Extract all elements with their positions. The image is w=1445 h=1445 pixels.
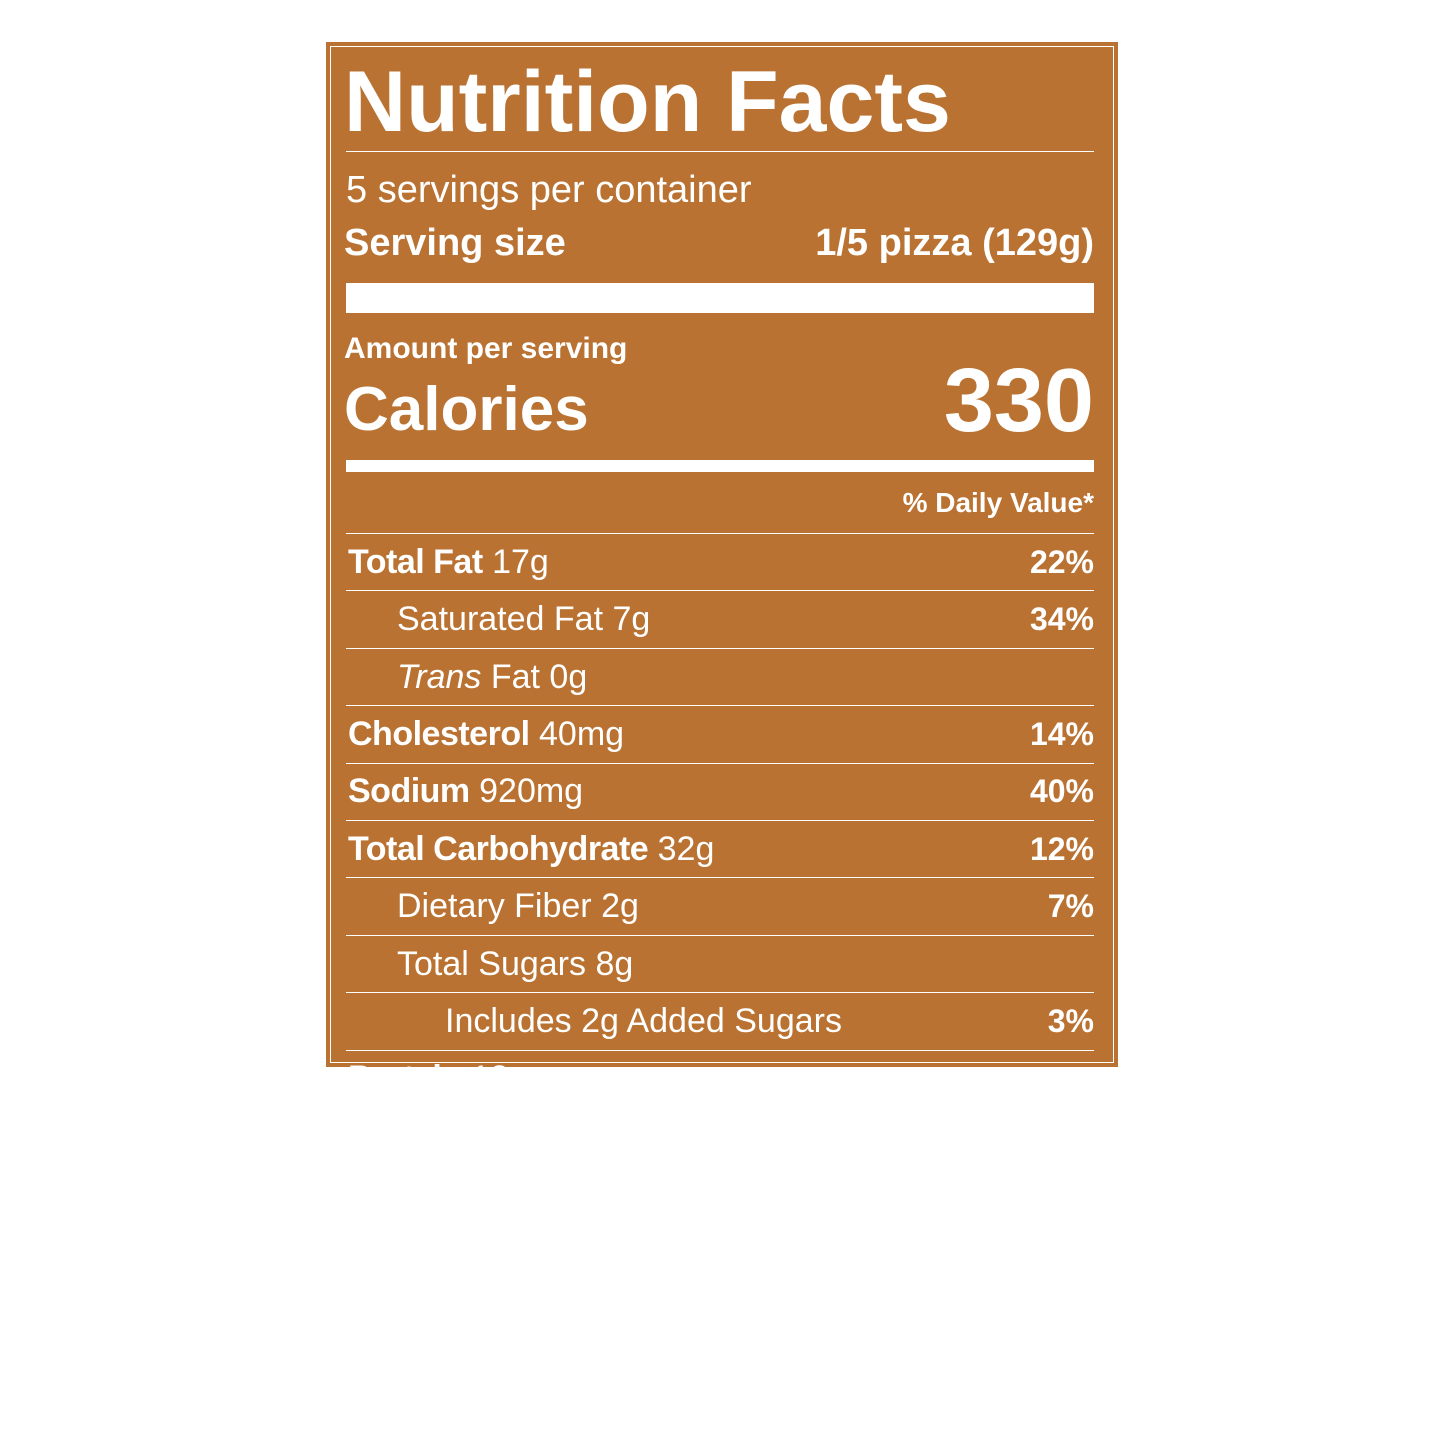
rule [346,992,1094,994]
rule [346,151,1094,152]
nutrient-row: Total Sugars 8g [397,947,633,981]
calories-label: Calories [344,375,589,444]
medium-bar [346,460,1094,472]
nutrient-name: Total Carbohydrate [348,829,649,868]
nutrient-amount: 17g [492,542,549,581]
footnote-line: * The % Daily Value tells you how much a… [343,1255,965,1285]
bullet: • [684,1214,695,1247]
footnote-line: serving of food contributes to a daily d… [362,1289,1004,1319]
daily-value: 12% [1029,830,1094,867]
vitamin: Potassium 220mg 4% [763,1212,1094,1250]
nutrient-name: Cholesterol [348,714,530,753]
thick-bar [346,1115,1094,1145]
rule [346,1260,1094,1264]
nutrient-row: Cholesterol 40mg [348,717,624,751]
nutrient-name: Total Sugars [397,944,586,983]
nutrient-row: Saturated Fat 7g [397,602,650,636]
nutrient-row: Dietary Fiber 2g [397,889,639,923]
daily-value: 7% [1047,888,1094,925]
rule [346,533,1094,534]
bullet: • [684,1156,695,1189]
serving-size-value: 1/5 pizza (129g) [815,222,1094,264]
nutrient-name: Saturated Fat [397,600,604,639]
thick-bar [346,283,1094,313]
daily-value-header: % Daily Value* [902,487,1094,518]
serving-size-label: Serving size [344,222,566,264]
daily-value: 22% [1029,543,1094,580]
nutrient-row: Total Fat 17g [348,545,549,579]
nutrient-row: Trans Fat 0g [397,660,587,694]
nutrient-amount: 32g [657,829,715,868]
rule [346,590,1094,592]
nutrient-row: Total Carbohydrate 32g [348,832,714,866]
calories-value: 330 [943,351,1094,451]
footnote-line: a day is used for general nutrition advi… [362,1323,837,1353]
nutrient-name: Protein [348,1059,462,1098]
daily-value: 3% [1047,1002,1094,1039]
nutrient-name-italic: Trans [397,657,482,696]
rule [346,820,1094,821]
servings: 5 servings per container [346,169,752,211]
nutrient-amount: 13g [471,1059,528,1098]
rule [346,647,1094,649]
nutrient-row: Protein 13g [348,1061,528,1095]
rule [346,877,1094,879]
nutrient-amount: 2g [601,887,639,926]
vitamin: Iron 2.1mg 10% [348,1212,589,1250]
rule [346,1049,1094,1051]
rule [346,762,1094,764]
daily-value: 34% [1029,601,1094,638]
title: Nutrition Facts [344,54,951,150]
nutrient-row: Includes 2g Added Sugars [445,1004,842,1038]
daily-value: 40% [1029,773,1094,810]
nutrient-amount: 40mg [539,714,625,753]
nutrient-name: Fat [490,657,540,696]
nutrient-amount: 7g [612,600,651,639]
nutrient-row: Sodium 920mg [348,774,583,808]
nutrient-name: Includes 2g Added Sugars [445,1001,842,1040]
nutrient-amount: 920mg [479,772,584,811]
daily-value: 14% [1029,715,1094,752]
nutrient-name: Total Fat [348,542,483,581]
rule [346,705,1094,707]
nutrient-amount: 8g [595,944,634,983]
vitamin: Calcium 250mg 20% [780,1154,1094,1192]
nutrient-name: Dietary Fiber [397,887,592,926]
nutrient-amount: 0g [549,657,588,696]
nutrition-label: Nutrition Facts 5 servings per container… [326,42,1118,1351]
nutrient-name: Sodium [348,772,470,811]
vitamin: Vitamin D 0mcg 0% [348,1154,646,1192]
rule [346,1202,1094,1203]
rule [346,934,1094,936]
amount-per-serving: Amount per serving [344,332,628,365]
